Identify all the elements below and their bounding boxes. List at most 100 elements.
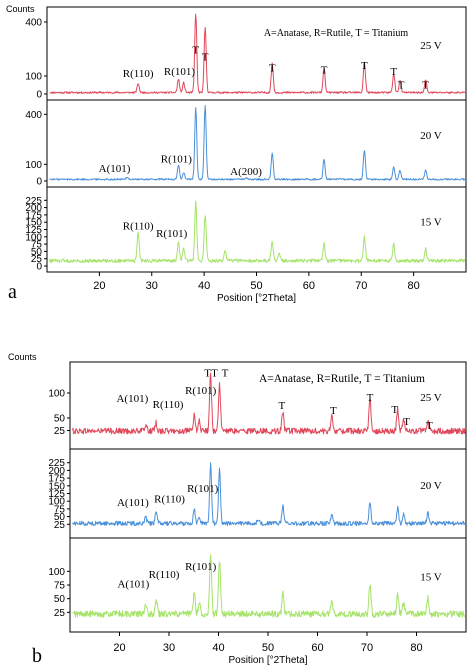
y-tick-label: 125 — [25, 225, 42, 236]
peak-label: R(110) — [154, 494, 185, 506]
series-label: 20 V — [420, 130, 442, 142]
spectrum-line — [72, 372, 466, 435]
y-tick-label: 25 — [54, 608, 66, 619]
y-tick-label: 50 — [54, 512, 66, 523]
y-tick-label: 125 — [48, 489, 65, 500]
peak-label-titanium: T — [361, 60, 368, 72]
peak-label-titanium: T — [202, 52, 209, 64]
y-tick-label: 75 — [54, 581, 66, 592]
x-tick-label: 60 — [311, 642, 323, 654]
x-axis-label: Position [°2Theta] — [228, 655, 307, 666]
peak-label-titanium: T — [426, 420, 433, 432]
peak-label-titanium: T — [367, 392, 374, 404]
peak-label-titanium: T — [391, 404, 398, 416]
x-tick-label: 70 — [355, 280, 367, 292]
y-tick-label: 400 — [25, 110, 42, 121]
y-tick-label: 75 — [54, 504, 66, 515]
y-tick-label: 25 — [31, 254, 43, 265]
y-tick-label: 100 — [48, 567, 65, 578]
spectrum-line — [72, 462, 466, 526]
y-tick-label: 25 — [54, 520, 66, 531]
peak-label: R(101) — [161, 154, 193, 166]
y-tick-label: 50 — [54, 414, 66, 425]
peak-label-titanium: T — [330, 405, 337, 417]
series-label: 20 V — [420, 480, 442, 492]
y-tick-label: 100 — [48, 497, 65, 508]
peak-label: A(101) — [117, 497, 149, 509]
panel-letter: a — [8, 281, 17, 303]
peak-label-titanium: T — [321, 64, 328, 76]
series-label: 25 V — [420, 392, 442, 404]
peak-label: R(101) — [164, 66, 196, 78]
peak-label-titanium: T — [269, 63, 276, 75]
y-tick-label: 150 — [48, 481, 65, 492]
y-tick-label: 100 — [25, 160, 42, 171]
y-axis-label: Counts — [8, 352, 37, 362]
x-tick-label: 80 — [410, 642, 422, 654]
peak-label: R(110) — [123, 221, 154, 233]
y-tick-label: 150 — [25, 218, 42, 229]
x-tick-label: 50 — [250, 280, 262, 292]
peak-label: R(101) — [185, 561, 217, 573]
peak-label: R(110) — [123, 68, 154, 80]
peak-label-titanium: T — [390, 66, 397, 78]
panel-letter: b — [32, 645, 42, 667]
legend-text: A=Anatase, R=Rutile, T = Titanium — [259, 373, 425, 385]
y-tick-label: 200 — [48, 466, 65, 477]
series-label: 15 V — [420, 571, 442, 583]
peak-label: R(110) — [149, 569, 180, 581]
spectrum-line — [72, 554, 465, 618]
peak-label-titanium: T — [222, 368, 229, 380]
legend-text: A=Anatase, R=Rutile, T = Titanium — [264, 28, 409, 39]
y-axis-label: Counts — [6, 4, 35, 14]
y-tick-label: 175 — [48, 474, 65, 485]
peak-label-titanium: T — [211, 368, 218, 380]
peak-label: R(101) — [185, 385, 217, 397]
panel-frame — [46, 6, 467, 273]
x-tick-label: 30 — [163, 642, 175, 654]
series-label: 15 V — [420, 216, 442, 228]
y-tick-label: 100 — [25, 72, 42, 83]
peak-label: A(101) — [117, 579, 149, 591]
x-tick-label: 20 — [113, 642, 125, 654]
peak-label-titanium: T — [398, 80, 405, 92]
peak-label: R(101) — [156, 228, 188, 240]
spectrum-line — [49, 13, 466, 94]
x-axis-label: Position [°2Theta] — [217, 293, 296, 304]
subplot-20v: 0 100 400 A(101) R(101) A(200) 20 V — [25, 99, 466, 188]
peak-label-titanium: T — [278, 400, 285, 412]
x-tick-label: 60 — [303, 280, 315, 292]
peak-label-titanium: T — [403, 416, 410, 428]
y-tick-label: 225 — [25, 196, 42, 207]
peak-label-titanium: T — [192, 45, 199, 57]
y-tick-label: 0 — [36, 90, 42, 101]
peak-label: A(101) — [116, 393, 148, 405]
y-tick-label: 75 — [31, 240, 43, 251]
peak-label: R(110) — [153, 399, 184, 411]
y-tick-label: 0 — [36, 262, 42, 273]
y-tick-label: 100 — [48, 389, 65, 400]
x-tick-label: 40 — [198, 280, 210, 292]
y-tick-label: 100 — [25, 232, 42, 243]
peak-label: R(101) — [187, 483, 219, 495]
spectrum-line — [49, 105, 466, 181]
y-tick-label: 225 — [48, 458, 65, 469]
spectrum-line — [49, 200, 466, 263]
y-tick-label: 50 — [31, 247, 43, 258]
y-tick-label: 175 — [25, 210, 42, 221]
peak-label: A(101) — [99, 163, 131, 175]
subplot-15v: 25 50 75 100 A(101)R(110) R(101) 15 V — [48, 537, 466, 619]
x-tick-label: 20 — [93, 280, 105, 292]
x-tick-label: 70 — [361, 642, 373, 654]
y-tick-label: 0 — [36, 177, 42, 188]
y-tick-label: 25 — [54, 426, 66, 437]
x-tick-label: 40 — [212, 642, 224, 654]
y-tick-label: 400 — [25, 18, 42, 29]
